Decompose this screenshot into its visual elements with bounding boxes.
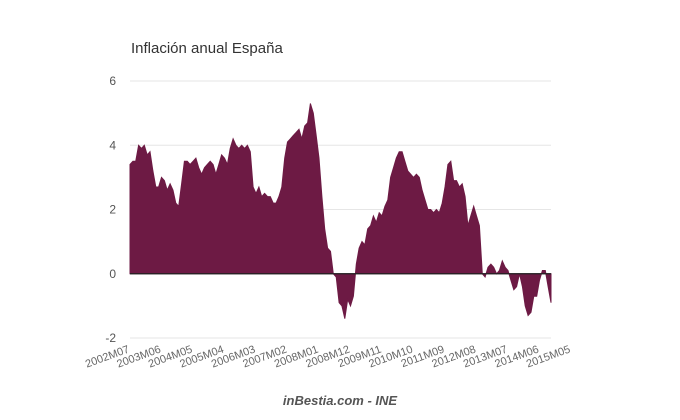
y-tick-label-2: 2 [109,203,116,217]
inflation-area-series [129,103,552,319]
y-tick-label-1: 4 [109,138,116,152]
chart-title: Inflación anual España [131,40,283,57]
y-tick-label-0: 6 [109,74,116,88]
chart-source-caption: inBestia.com - INE [282,393,398,408]
y-tick-label-4: -2 [105,331,116,345]
y-tick-label-3: 0 [109,267,116,281]
